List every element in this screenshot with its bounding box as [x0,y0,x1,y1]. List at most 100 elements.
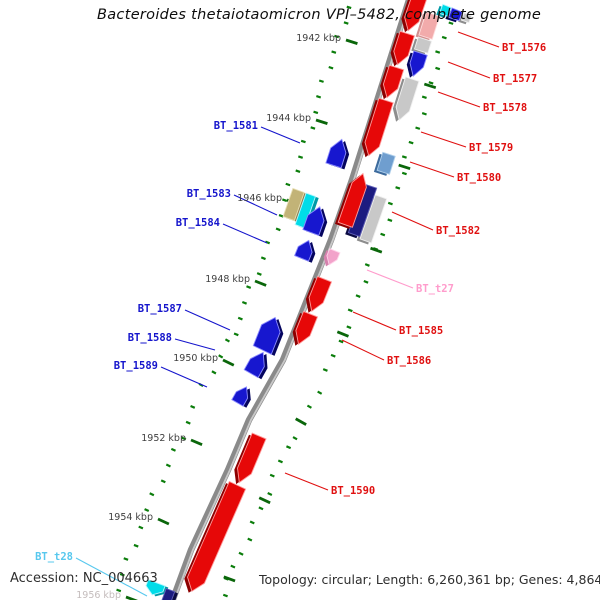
right-arc-dot [408,140,414,145]
gene-track [145,0,473,600]
left-arc-dot [316,95,322,99]
kbp-tick [157,517,170,526]
left-arc-dot [310,126,316,130]
gene-red[interactable] [382,64,405,99]
right-arc-dot [415,126,421,130]
kbp-tick-right [336,330,350,338]
left-arc-dot [233,332,239,337]
left-arc-dot [295,169,301,173]
gene-label-BT_1576: BT_1576 [502,42,546,54]
left-arc-dot [346,5,352,10]
left-arc-dot [334,34,340,39]
left-arc-dot [211,370,217,375]
gene-red-top[interactable] [404,0,428,32]
left-arc-dot [170,447,176,452]
gene-label-BT_1587: BT_1587 [138,303,182,315]
right-arc-dot [230,564,236,569]
left-arc-dot [275,227,281,232]
right-arc-dot [322,368,328,372]
right-arc-dot [441,35,447,40]
right-arc-dot [338,339,344,344]
right-arc-dot [330,353,336,358]
right-arc-dot [387,201,393,206]
left-arc-dot [218,354,224,359]
BT_1577[interactable] [409,50,428,78]
gene-label-BT_1590: BT_1590 [331,485,375,497]
BT_1581[interactable] [325,138,347,169]
left-arc-dot [224,338,230,343]
left-arc-dot [237,316,243,321]
leader-line [160,366,208,388]
BT_1588[interactable] [243,351,265,379]
right-arc-dot [346,325,352,330]
gene-pink-faded[interactable] [418,11,441,40]
gene-gray-sliver[interactable] [460,12,473,24]
position-label: 1944 kbp [266,113,311,124]
gene-red[interactable] [237,432,267,484]
BT_1580[interactable] [376,151,396,175]
leader-line [184,309,231,331]
leader-line [222,223,268,244]
left-arc-dot [165,463,171,468]
right-arc-dot [317,390,323,395]
left-arc-dot [313,110,319,115]
BT_1585[interactable] [308,275,333,312]
left-arc-dot [278,214,284,218]
gene-cyan-sliver[interactable] [438,3,452,17]
left-arc-dot [300,139,306,144]
kbp-tick-right [398,163,411,171]
gene-gray[interactable] [359,194,388,244]
right-arc-dot [421,95,427,100]
BT_1584[interactable] [302,206,325,236]
kbp-tick-right [295,417,307,426]
BT_t27[interactable] [326,248,341,266]
BT_1589[interactable] [231,386,249,407]
right-arc-dot [306,404,312,409]
leader-line [75,557,148,597]
position-label: 1950 kbp [173,353,218,364]
leader-line [352,311,397,331]
left-arc-dot [282,198,288,202]
leader-line [284,472,329,491]
BT_1587[interactable] [252,316,281,355]
right-arc-dot [448,21,454,25]
BT_1582[interactable] [337,172,367,228]
position-label: 1948 kbp [205,274,250,285]
right-arc-dot [435,50,441,54]
left-arc-dot [256,272,262,276]
gene-blue[interactable] [294,239,313,262]
BT_t28[interactable] [145,579,166,596]
page-title: Bacteroides thetaiotaomicron VPI–5482, c… [97,7,542,23]
left-arc-dot [331,50,337,54]
BT_1586[interactable] [295,310,319,345]
gene-red[interactable] [393,30,415,66]
gene-label-BT_1579: BT_1579 [469,142,513,154]
gene-label-BT_1589: BT_1589 [114,360,158,372]
right-arc-dot [401,155,407,159]
leader-line [174,338,216,351]
gene-blue-sliver[interactable] [448,7,463,22]
leader-line [409,161,455,178]
accession-text: Accession: NC_004663 [10,571,158,586]
genome-backbone [169,0,413,600]
BT_1579[interactable] [364,97,394,157]
gene-label-BT_1584: BT_1584 [176,217,220,229]
gene-label-BT_1583: BT_1583 [187,188,231,200]
BT_1583[interactable] [282,187,305,222]
kbp-tick [315,118,328,125]
right-arc-dot [364,263,370,267]
left-arc-dot [265,240,271,245]
leader-line [341,339,385,361]
left-arc-dot [318,79,324,83]
kbp-tick-right [258,496,271,505]
BT_1590[interactable] [187,480,247,592]
gene-label-BT_1577: BT_1577 [493,73,537,85]
BT_1576[interactable] [413,36,433,54]
right-arc-dot [286,445,292,450]
BT_1578[interactable] [395,76,420,122]
position-label: 1952 kbp [141,433,186,444]
kbp-tick [222,358,235,367]
gene-label-BT_1581: BT_1581 [214,120,258,132]
right-arc-dot [267,492,273,496]
